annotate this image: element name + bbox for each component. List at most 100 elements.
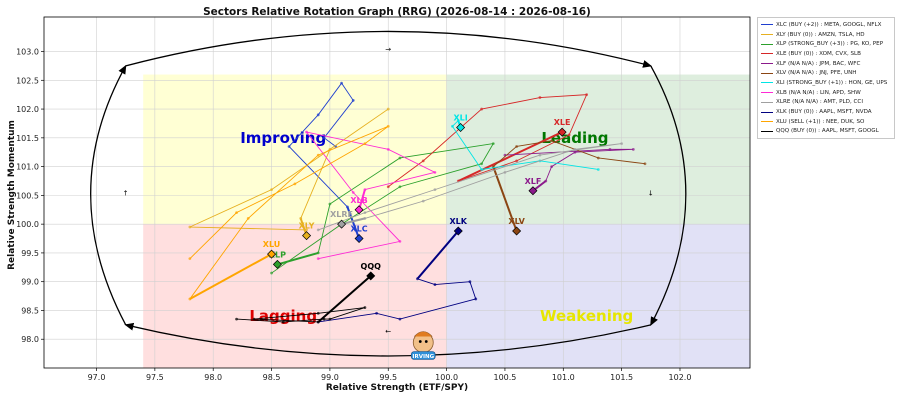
series-point-qqq [281, 320, 285, 324]
legend-label: XLP (STRONG_BUY (+3)) : PG, KO, PEP [776, 41, 884, 48]
x-tick-label: 98.5 [263, 373, 281, 382]
series-label-xlb: XLB [350, 196, 367, 205]
legend-label: XLU (SELL (+1)) : NEE, DUK, SO [776, 118, 865, 125]
series-marker-xlf [528, 186, 538, 196]
series-point-xlv [550, 139, 554, 143]
series-marker-xly [302, 231, 312, 241]
quadrant-improving [143, 74, 447, 225]
series-head-segment-xlk [416, 230, 460, 280]
series-point-xlk [474, 297, 478, 301]
series-label-xlk: XLK [450, 217, 468, 226]
series-point-xlk [398, 317, 402, 321]
legend-swatch [761, 101, 773, 103]
series-point-xlp [270, 271, 273, 275]
series-point-xle [421, 159, 425, 163]
series-point-xlv [596, 156, 600, 160]
legend-label: XLF (N/A N/A) : JPM, BAC, WFC [776, 60, 861, 67]
quadrant-lagging [143, 224, 447, 368]
direction-arrow: ← [385, 328, 391, 336]
series-tail-qqq [236, 307, 366, 323]
x-tick-label: 101.0 [552, 373, 575, 382]
series-head-segment-qqq [317, 275, 372, 323]
quadrant-leading [446, 74, 750, 225]
series-point-xlu [363, 142, 367, 145]
y-tick-label: 98.5 [21, 306, 39, 315]
legend-item: XLB (N/A N/A) : LIN, APD, SHW [761, 88, 891, 98]
series-head-segment-xlv [492, 166, 518, 232]
series-point-xlk [468, 280, 472, 284]
direction-arrow: → [385, 46, 391, 54]
legend-item: XLF (N/A N/A) : JPM, BAC, WFC [761, 59, 891, 69]
series-marker-xlp [272, 259, 282, 269]
direction-arrow: ↓ [648, 190, 654, 198]
series-point-xli [596, 168, 600, 171]
legend-label: QQQ (BUY (0)) : AAPL, MSFT, GOOGL [776, 128, 879, 135]
series-point-xlu [293, 182, 297, 186]
rotation-arc-left [90, 64, 127, 326]
y-tick-label: 99.0 [21, 278, 39, 287]
series-point-qqq [252, 317, 256, 321]
series-point-xlc [351, 99, 355, 102]
series-point-xlp [328, 202, 332, 206]
legend-swatch [761, 34, 773, 36]
series-marker-xlb [354, 205, 364, 215]
legend-item: XLP (STRONG_BUY (+3)) : PG, KO, PEP [761, 39, 891, 49]
quadrant-label-weakening: Weakening [540, 307, 633, 325]
y-tick-label: 102.5 [16, 76, 39, 85]
series-point-xlc [322, 136, 326, 140]
series-head-segment-xlre [341, 217, 366, 226]
series-point-xlp [398, 185, 402, 189]
y-tick-label: 102.0 [16, 105, 39, 114]
series-point-xlu [386, 124, 390, 128]
series-label-xly: XLY [299, 222, 315, 231]
mascot-eye [418, 340, 422, 343]
series-label-xli: XLI [453, 113, 467, 122]
series-point-xlk [375, 311, 378, 315]
mascot-eye [424, 340, 428, 343]
legend-item: XLC (BUY (+2)) : META, GOOGL, NFLX [761, 20, 891, 30]
series-label-xlc: XLC [351, 225, 368, 234]
legend-swatch [761, 121, 773, 123]
series-point-xlb [433, 170, 437, 174]
series-marker-xlk [453, 226, 463, 236]
series-point-xlb [351, 191, 355, 194]
legend-label: XLY (BUY (0)) : AMZN, TSLA, HD [776, 31, 865, 38]
legend-item: XLI (STRONG_BUY (+1)) : HON, GE, UPS [761, 78, 891, 88]
series-point-xlu [316, 153, 320, 157]
series-marker-xli [456, 122, 466, 132]
x-tick-label: 97.5 [146, 373, 164, 382]
legend-label: XLI (STRONG_BUY (+1)) : HON, GE, UPS [776, 79, 888, 86]
legend-swatch [761, 111, 773, 113]
series-label-xlu: XLU [263, 240, 280, 249]
y-tick-label: 99.5 [21, 249, 39, 258]
mascot-banner [410, 351, 436, 360]
x-tick-label: 99.5 [379, 373, 397, 382]
series-point-xlb [316, 257, 320, 261]
mascot-logo: IRVING [410, 331, 436, 360]
series-point-xly [270, 188, 273, 192]
plot-frame [43, 16, 751, 369]
direction-arrow: ↑ [123, 190, 129, 198]
series-point-xli [451, 124, 454, 128]
chart-title: Sectors Relative Rotation Graph (RRG) (2… [203, 6, 591, 18]
series-point-xlf [608, 147, 612, 151]
legend-item: XLV (N/A N/A) : JNJ, PFE, UNH [761, 68, 891, 78]
series-point-xle [585, 93, 589, 97]
series-point-xlc [287, 145, 291, 148]
series-label-xlre: XLRE [330, 210, 353, 219]
series-label-xlp: XLP [269, 250, 286, 259]
series-point-xlu [188, 257, 192, 261]
legend-label: XLE (BUY (0)) : XOM, CVX, SLB [776, 50, 862, 57]
legend-item: XLE (BUY (0)) : XOM, CVX, SLB [761, 49, 891, 59]
series-point-xlp [491, 142, 495, 145]
rotation-arc-top [125, 30, 653, 68]
y-tick-label: 100.0 [16, 220, 39, 229]
rotation-arc-right [650, 65, 687, 326]
series-point-xlb [398, 240, 402, 243]
series-point-xlv [515, 145, 519, 148]
series-point-xlre [433, 188, 437, 192]
plot-area: 97.0 97.5 98.0 98.5 99.0 99.5 100.0 100.5 101.0 1… [16, 16, 751, 382]
legend-item: XLY (BUY (0)) : AMZN, TSLA, HD [761, 30, 891, 40]
series-tail-xle [387, 94, 588, 188]
